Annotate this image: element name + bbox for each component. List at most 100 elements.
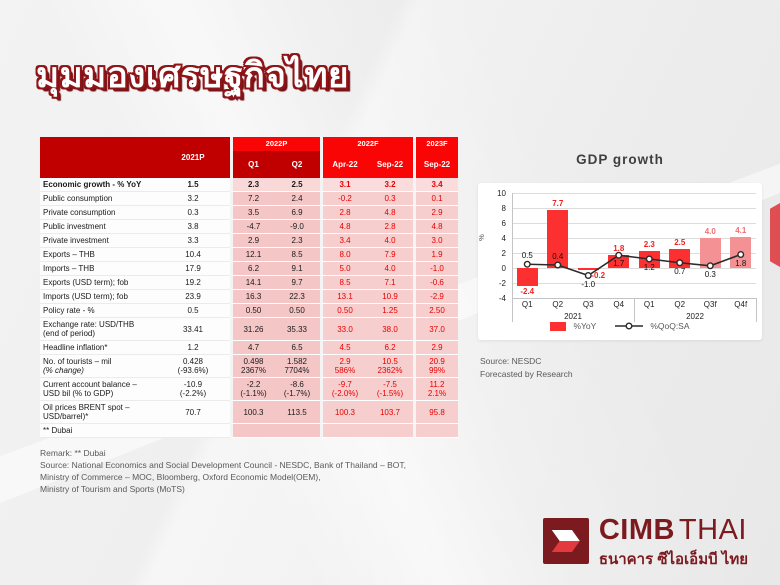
table-cell: 3.5	[230, 206, 274, 220]
line-value-label: 1.2	[643, 263, 655, 272]
table-header: 2021P 2022P 2022F 2023F Q1 Q2 Apr-22 Sep…	[40, 137, 458, 178]
axis-separator	[512, 298, 513, 322]
line-value-label: 1.8	[735, 258, 747, 268]
table-cell: 4.5	[320, 341, 367, 355]
line-value-label: -1.0	[581, 279, 596, 289]
table-cell: 8.5	[274, 248, 320, 262]
table-cell: 10.5 2362%	[367, 355, 413, 378]
remark-line: Ministry of Commerce – MOC, Bloomberg, O…	[40, 472, 321, 482]
table-cell: 3.8	[156, 220, 230, 234]
row-label: Exports (USD term); fob	[40, 276, 156, 290]
table-cell: 6.2	[230, 262, 274, 276]
bar-value-label: 4.1	[735, 226, 747, 236]
table-row: Private investment 3.3 2.9 2.3 3.4 4.0 3.0	[40, 234, 458, 248]
table-cell: 0.50	[230, 304, 274, 318]
yoy-legend-swatch-icon	[550, 321, 567, 331]
table-cell: 38.0	[367, 318, 413, 341]
line-value-label: 0.5	[521, 251, 533, 261]
y-axis-tick: -4	[498, 293, 506, 303]
bar-value-label: 1.8	[613, 243, 625, 253]
table-cell: 13.1	[320, 290, 367, 304]
row-label: Imports – THB	[40, 262, 156, 276]
logo-arrow-bottom	[551, 541, 580, 552]
gridline	[512, 283, 756, 284]
table-cell: 2.3	[230, 178, 274, 192]
y-axis-tick: 8	[501, 203, 506, 213]
row-label: Imports (USD term); fob	[40, 290, 156, 304]
table-cell: 95.8	[413, 401, 458, 424]
logo-arrow-top	[551, 530, 580, 541]
row-label: Oil prices BRENT spot – USD/barrel)*	[40, 401, 156, 424]
logo-brand-bold: CIMB	[598, 514, 675, 546]
table-cell: 3.0	[413, 234, 458, 248]
table-row: Imports (USD term); fob 23.9 16.3 22.3 13.1 1…	[40, 290, 458, 304]
table-cell: 8.0	[320, 248, 367, 262]
table-cell: 17.9	[156, 262, 230, 276]
table-cell: 0.1	[413, 192, 458, 206]
bar-value-label: -2.4	[520, 287, 535, 296]
column-group-header: 2023F	[413, 137, 458, 151]
table-cell: 3.2	[156, 192, 230, 206]
table-row: Private consumption 0.3 3.5 6.9 2.8 4.8 2.9	[40, 206, 458, 220]
table-cell: 1.5	[156, 178, 230, 192]
table-cell: 4.0	[367, 234, 413, 248]
table-cell: 12.1	[230, 248, 274, 262]
bar-value-label: 7.7	[552, 199, 564, 209]
table-row: Headline inflation* 1.2 4.7 6.5 4.5 6.2 2.9	[40, 341, 458, 355]
bar-value-label: 2.3	[643, 239, 655, 249]
table-cell	[156, 424, 230, 438]
column-group-header: 2022P	[230, 137, 320, 151]
table-cell: 3.1	[320, 178, 367, 192]
line-value-label: 0.7	[674, 266, 686, 276]
x-axis-tick: Q1	[643, 300, 655, 309]
table-cell: 0.3	[156, 206, 230, 220]
logo-text: CIMB THAI ธนาคาร ซีไอเอ็มบี ไทย	[599, 515, 748, 571]
chart-legend: %YoY %QoQ:SA	[478, 321, 762, 331]
table-cell: -0.6	[413, 276, 458, 290]
remark-line: Source: National Economics and Social De…	[40, 460, 406, 470]
line-value-label: 0.4	[552, 252, 564, 261]
table-cell: 8.5	[320, 276, 367, 290]
gridline	[512, 193, 756, 194]
table-cell: 4.0	[367, 262, 413, 276]
table-cell: -8.6 (-1.7%)	[274, 378, 320, 401]
table-cell: -0.2	[320, 192, 367, 206]
column-header	[40, 137, 156, 178]
y-axis-tick: 2	[501, 248, 506, 258]
row-label: Private consumption	[40, 206, 156, 220]
y-axis-line	[512, 193, 513, 298]
table-cell: 22.3	[274, 290, 320, 304]
x-axis-tick: Q2	[674, 300, 686, 309]
table-cell: 10.4	[156, 248, 230, 262]
bar-value-label: -0.2	[591, 270, 606, 280]
bar-value-label: 4.0	[704, 227, 716, 236]
table-cell: 2.9	[230, 234, 274, 248]
column-header: 2021P	[156, 137, 230, 178]
table-row: Current account balance – USD bil (% to G…	[40, 378, 458, 401]
row-label: No. of tourists – mil (% change)	[40, 355, 156, 378]
table-cell	[230, 424, 274, 438]
table-cell: 2.9	[413, 341, 458, 355]
bar	[577, 268, 599, 270]
row-label: Private investment	[40, 234, 156, 248]
row-label: ** Dubai	[40, 424, 156, 438]
table-header-row: 2021P 2022P 2022F 2023F	[40, 137, 458, 178]
table-row: Exports (USD term); fob 19.2 14.1 9.7 8.5 7.1…	[40, 276, 458, 290]
table-row: No. of tourists – mil (% change) 0.428 (-93…	[40, 355, 458, 378]
table-cell: 1.582 7704%	[274, 355, 320, 378]
table-cell: 20.9 99%	[413, 355, 458, 378]
gdp-chart: % %YoY %QoQ:SA 10 8 6 4 2 0 -2 -4 -2.4 Q1 7.7 Q2 -0.…	[477, 183, 762, 340]
x-axis-group-label: 2022	[686, 312, 704, 321]
table-cell: 1.25	[367, 304, 413, 318]
bar	[699, 238, 721, 268]
table-cell: 37.0	[413, 318, 458, 341]
logo-brand-light: THAI	[678, 514, 747, 546]
row-label: Public consumption	[40, 192, 156, 206]
column-header: Apr-22	[320, 151, 367, 178]
table-cell: 2.5	[274, 178, 320, 192]
table-cell: 14.1	[230, 276, 274, 290]
y-axis-tick: 6	[501, 218, 506, 228]
table-cell	[274, 424, 320, 438]
logo-thai-name: ธนาคาร ซีไอเอ็มบี ไทย	[598, 551, 748, 568]
table-cell: 4.7	[230, 341, 274, 355]
